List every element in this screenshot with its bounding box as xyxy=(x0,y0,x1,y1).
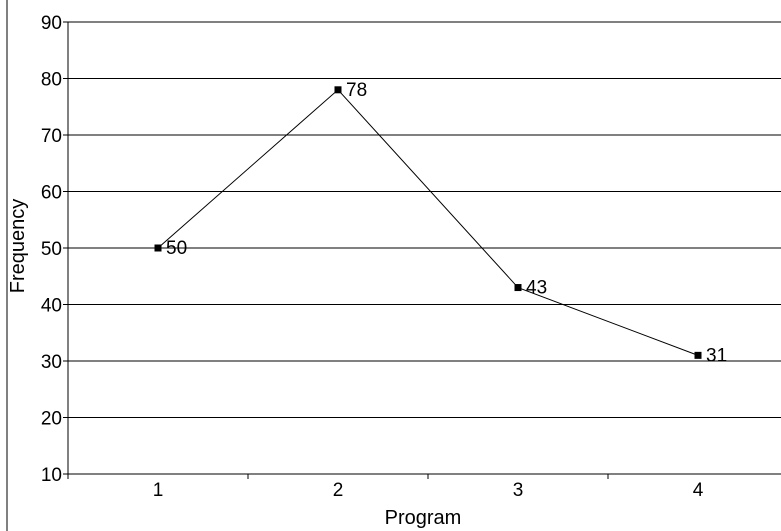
y-axis-ticks: 10 20 30 40 50 60 70 80 90 xyxy=(41,13,68,486)
data-label: 43 xyxy=(526,278,547,299)
y-tick-label: 50 xyxy=(41,239,62,260)
data-label: 50 xyxy=(166,238,187,259)
x-axis-title: Program xyxy=(385,507,462,529)
x-tick-label: 3 xyxy=(513,480,524,501)
data-point-marker xyxy=(154,244,162,252)
y-tick-label: 20 xyxy=(41,409,62,430)
y-axis-title: Frequency xyxy=(7,199,29,294)
y-tick-label: 60 xyxy=(41,183,62,204)
x-axis-ticks: 1 2 3 4 xyxy=(67,474,704,501)
x-tick-label: 1 xyxy=(153,480,164,501)
series-group: 50 78 43 31 xyxy=(154,80,727,366)
y-tick-label: 30 xyxy=(41,352,62,373)
x-tick-label: 4 xyxy=(693,480,704,501)
series-line xyxy=(157,89,699,356)
data-label: 78 xyxy=(346,80,367,101)
data-point-marker xyxy=(694,351,702,359)
y-tick-label: 40 xyxy=(41,296,62,317)
y-tick-label: 80 xyxy=(41,70,62,91)
y-tick-label: 90 xyxy=(41,13,62,34)
data-point-marker xyxy=(334,86,342,94)
gridlines xyxy=(68,21,781,475)
data-label: 31 xyxy=(706,345,727,366)
data-point-marker xyxy=(514,284,522,292)
axes xyxy=(6,0,781,531)
y-tick-label: 70 xyxy=(41,126,62,147)
x-tick-label: 2 xyxy=(333,480,344,501)
y-tick-label: 10 xyxy=(41,465,62,486)
